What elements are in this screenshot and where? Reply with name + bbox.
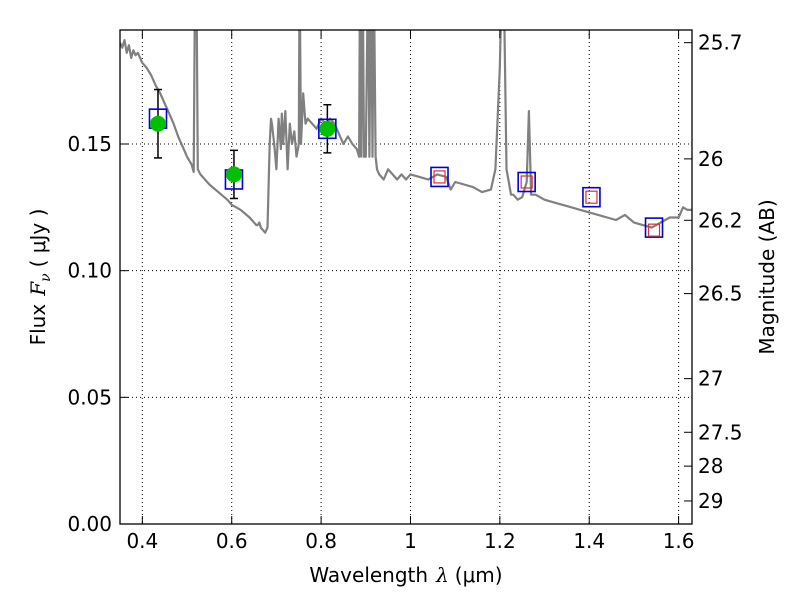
- y2-tick-label: 27.5: [698, 420, 743, 444]
- x-tick-label: 0.8: [305, 529, 337, 553]
- series-layer: [120, 30, 692, 238]
- y-tick-label: 0.15: [67, 132, 112, 156]
- x-tick-label: 1.2: [484, 529, 516, 553]
- model-box-point: [582, 186, 601, 208]
- x-tick-label: 0.4: [126, 529, 158, 553]
- plot-area: [120, 30, 692, 524]
- synthetic-point: [585, 190, 598, 204]
- x-tick-label: 1.6: [663, 529, 695, 553]
- observed-point: [319, 120, 336, 137]
- plot-frame: [119, 29, 693, 525]
- x-tick-label: 1: [404, 529, 417, 553]
- observed-point: [149, 115, 166, 132]
- y2-axis-label: Magnitude (AB): [755, 199, 779, 354]
- y2-tick-label: 26: [698, 147, 723, 171]
- y-axis-label: FluxFν( μJy ): [26, 209, 54, 346]
- y2-tick-label: 27: [698, 367, 723, 391]
- model-box-point: [644, 217, 664, 238]
- x-tick-label: 0.6: [216, 529, 248, 553]
- y-tick-label: 0.05: [67, 385, 112, 409]
- y2-tick-label: 28: [698, 454, 723, 478]
- synthetic-point: [433, 170, 446, 184]
- model-spectrum-line: [120, 30, 692, 234]
- y-tick-label: 0.00: [67, 512, 112, 536]
- x-axis-label: Wavelength λ (μm): [309, 563, 502, 587]
- synthetic-point: [520, 175, 533, 189]
- y2-tick-label: 29: [698, 489, 723, 513]
- model-box-point: [430, 166, 449, 188]
- y2-tick-label: 26.2: [698, 208, 743, 232]
- model-box-point: [517, 171, 536, 193]
- model-box-point: [318, 118, 337, 140]
- y2-tick-label: 26.5: [698, 282, 743, 306]
- observed-point: [225, 166, 242, 183]
- x-tick-label: 1.4: [573, 529, 605, 553]
- y-tick-label: 0.10: [67, 259, 112, 283]
- axes: 0.4 0.6 0.8 1 1.2 1.4 1.6 0.00 0.05 0.10 0.15 25.7 2…: [67, 29, 743, 553]
- y2-tick-label: 25.7: [698, 31, 743, 55]
- synthetic-point: [647, 223, 661, 237]
